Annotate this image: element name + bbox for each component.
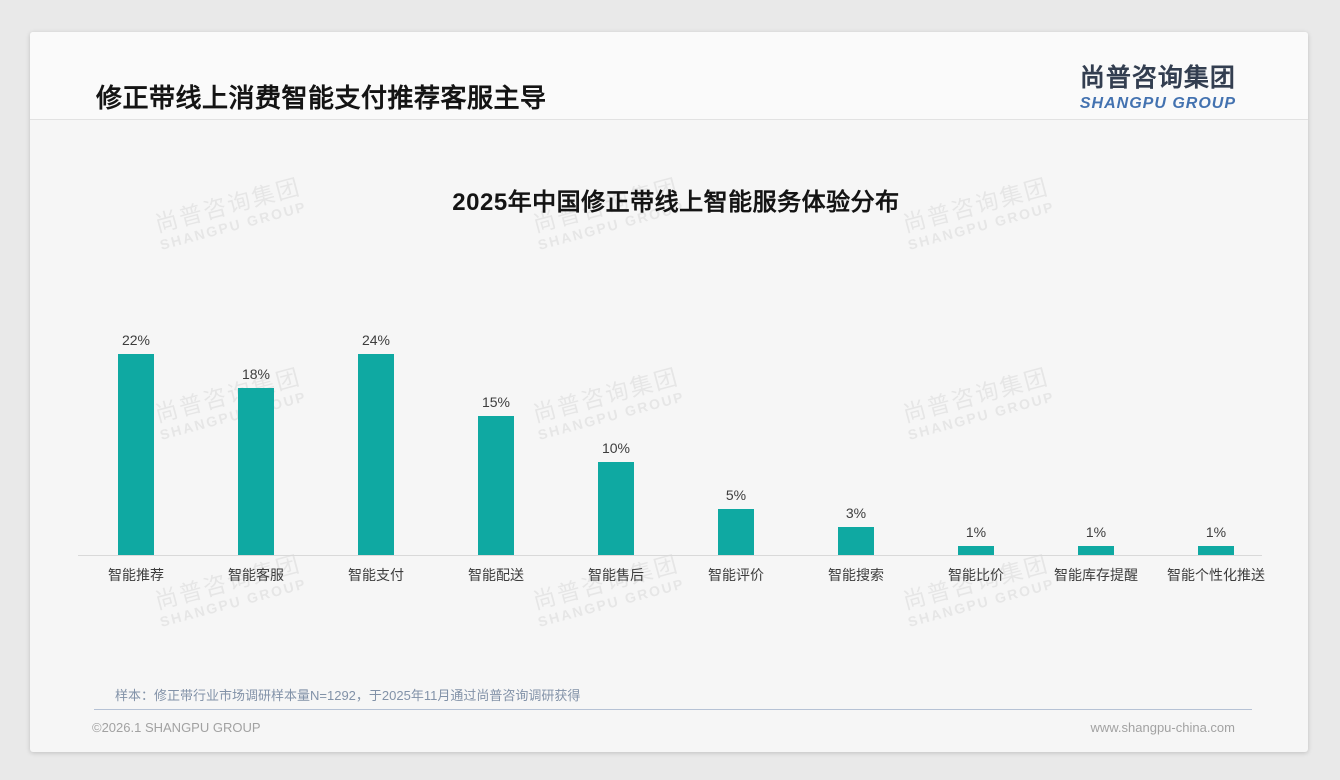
bar (478, 416, 514, 555)
chart: 2025年中国修正带线上智能服务体验分布 22% 18% 24% 15% 10% 5% 3%… (30, 32, 1308, 752)
bar-value-label: 3% (845, 505, 867, 521)
category-label: 智能支付 (348, 567, 404, 583)
bar-group: 24% (316, 332, 436, 555)
footer-divider (94, 709, 1252, 710)
category-label: 智能库存提醒 (1054, 567, 1138, 583)
category-label: 智能比价 (948, 567, 1004, 583)
bar (598, 462, 634, 555)
bar-value-label: 1% (965, 524, 987, 540)
bar-value-label: 22% (121, 332, 151, 348)
bar (238, 388, 274, 555)
bar (1078, 546, 1114, 555)
x-axis-line (78, 555, 1262, 556)
bar-value-label: 1% (1085, 524, 1107, 540)
bar-value-label: 15% (481, 394, 511, 410)
bar-group: 3% (796, 332, 916, 555)
website-text: www.shangpu-china.com (1090, 720, 1235, 735)
bar (1198, 546, 1234, 555)
bar-value-label: 1% (1205, 524, 1227, 540)
category-label: 智能客服 (228, 567, 284, 583)
bar-group: 22% (76, 332, 196, 555)
bar-group: 1% (1036, 332, 1156, 555)
logo-chinese-text: 尚普咨询集团 (1079, 64, 1236, 92)
bar (118, 354, 154, 555)
slide-card: 修正带线上消费智能支付推荐客服主导 尚普咨询集团 SHANGPU GROUP 尚… (30, 32, 1308, 752)
bar-value-label: 24% (361, 332, 391, 348)
shangpu-logo: 尚普咨询集团 SHANGPU GROUP (1080, 58, 1236, 113)
bar-group: 1% (916, 332, 1036, 555)
bar-group: 1% (1156, 332, 1276, 555)
bar-group: 15% (436, 332, 556, 555)
bar (958, 546, 994, 555)
page-title: 修正带线上消费智能支付推荐客服主导 (96, 83, 547, 113)
header-band: 修正带线上消费智能支付推荐客服主导 尚普咨询集团 SHANGPU GROUP (30, 32, 1308, 120)
bar (358, 354, 394, 555)
sample-footnote: 样本：修正带行业市场调研样本量N=1292，于2025年11月通过尚普咨询调研获… (115, 688, 581, 703)
category-label: 智能评价 (708, 567, 764, 583)
bar-group: 18% (196, 332, 316, 555)
bar-value-label: 18% (241, 366, 271, 382)
category-label: 智能推荐 (108, 567, 164, 583)
bar-group: 5% (676, 332, 796, 555)
category-axis-labels: 智能推荐 智能客服 智能支付 智能配送 智能售后 智能评价 智能搜索 智能比价 智能库存提醒 智能… (76, 565, 1276, 585)
chart-title: 2025年中国修正带线上智能服务体验分布 (452, 189, 900, 216)
logo-english-text: SHANGPU GROUP (1079, 95, 1236, 112)
copyright-text: ©2026.1 SHANGPU GROUP (92, 720, 261, 735)
category-label: 智能个性化推送 (1167, 567, 1265, 583)
bar (838, 527, 874, 555)
bar-value-label: 10% (601, 440, 631, 456)
bar-group: 10% (556, 332, 676, 555)
bar (718, 509, 754, 555)
category-label: 智能搜索 (828, 567, 884, 583)
bar-plot: 22% 18% 24% 15% 10% 5% 3% 1% 1% 1% (76, 332, 1276, 555)
bar-value-label: 5% (725, 487, 747, 503)
category-label: 智能售后 (588, 567, 644, 583)
category-label: 智能配送 (468, 567, 524, 583)
